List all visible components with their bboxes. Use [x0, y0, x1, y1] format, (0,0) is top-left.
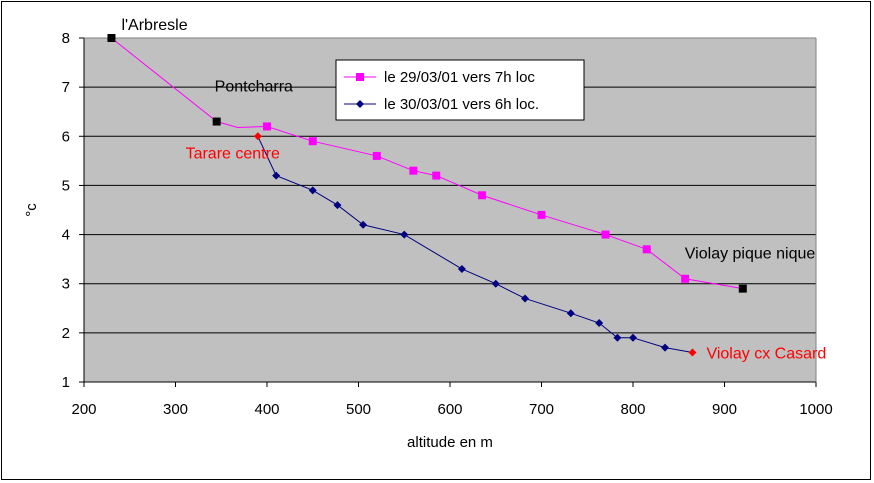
x-axis-label: altitude en m: [407, 434, 493, 451]
annotation-label: Pontcharra: [215, 79, 293, 96]
data-point: [601, 230, 610, 239]
data-point: [537, 210, 546, 219]
x-tick-label: 900: [712, 401, 737, 418]
data-point: [333, 201, 342, 210]
y-tick-label: 7: [62, 79, 70, 96]
series-group: [107, 34, 747, 357]
data-point: [738, 284, 747, 293]
y-tick-label: 4: [62, 227, 70, 244]
legend-items: le 29/03/01 vers 7h loc le 30/03/01 vers …: [344, 69, 539, 113]
series-1: [107, 34, 747, 293]
y-tick-labels: 1 2 3 4 5 6 7 8: [62, 30, 70, 391]
data-point: [253, 132, 262, 141]
data-point: [359, 220, 368, 229]
legend-marker: [356, 73, 364, 81]
x-tick-label: 500: [346, 401, 371, 418]
data-point: [107, 34, 116, 42]
y-tick-label: 5: [62, 177, 70, 194]
data-point: [681, 274, 690, 283]
axes: [79, 37, 817, 387]
series-1-line: [111, 37, 743, 290]
data-point: [212, 117, 221, 126]
y-axis-label: °c: [23, 203, 40, 217]
y-tick-label: 6: [62, 128, 70, 145]
legend-box: [335, 59, 585, 121]
legend-marker: [356, 100, 364, 108]
annotations: l'Arbresle Pontcharra Tarare centre Violay …: [121, 17, 826, 363]
x-tick-label: 200: [71, 401, 96, 418]
x-tick-label: 600: [437, 401, 462, 418]
x-tick-label: 400: [254, 401, 279, 418]
data-point: [661, 343, 670, 352]
series-2: [253, 132, 697, 357]
data-point: [595, 319, 604, 328]
annotation-label: Tarare centre: [186, 145, 280, 162]
data-point: [642, 245, 651, 254]
y-tick-label: 8: [62, 30, 70, 47]
data-point: [308, 186, 317, 195]
data-point: [263, 122, 271, 131]
legend-label: le 30/03/01 vers 6h loc.: [384, 96, 539, 113]
x-tick-label: 800: [620, 401, 645, 418]
data-point: [409, 166, 418, 175]
data-point: [613, 333, 622, 342]
data-point: [272, 171, 281, 180]
annotation-label: Violay cx Casard: [706, 346, 826, 363]
data-point: [478, 191, 487, 200]
data-point: [400, 230, 409, 239]
x-tick-label: 700: [529, 401, 554, 418]
data-point: [372, 151, 381, 160]
data-point: [491, 279, 500, 288]
x-tick-label: 1000: [799, 401, 832, 418]
x-tick-labels: 200 300 400 500 600 700 800 900 1000: [71, 401, 832, 418]
legend-label: le 29/03/01 vers 7h loc: [384, 69, 535, 86]
legend: le 29/03/01 vers 7h loc le 30/03/01 vers …: [335, 59, 585, 121]
data-point: [457, 264, 466, 273]
annotation-label: l'Arbresle: [121, 17, 187, 34]
annotation-label: Violay pique nique: [685, 246, 816, 263]
x-tick-label: 300: [163, 401, 188, 418]
y-tick-label: 1: [62, 374, 70, 391]
y-tick-label: 2: [62, 325, 70, 342]
data-point: [566, 309, 575, 318]
y-tick-label: 3: [62, 276, 70, 293]
data-point: [688, 348, 697, 357]
data-point: [308, 137, 317, 146]
data-point: [521, 294, 530, 303]
data-point: [432, 171, 441, 180]
data-point: [629, 333, 637, 342]
